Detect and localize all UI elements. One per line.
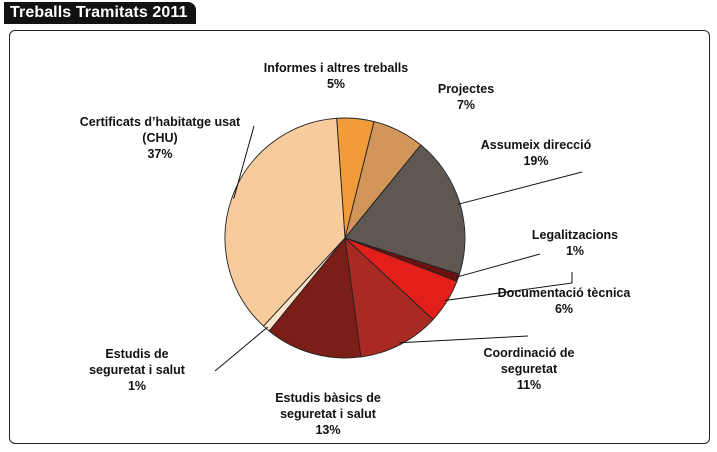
slice-percent-label: 11% [517,378,541,392]
leader-line [214,326,268,372]
leader-lines [214,125,583,372]
slice-name-label: seguretat i salut [89,363,186,377]
slice-name-label: Legalitzacions [532,228,618,242]
pie-slice [224,117,346,327]
leader-line [457,171,583,205]
slice-percent-label: 13% [315,423,340,437]
slice-name-label: Assumeix direcció [481,138,592,152]
slice-percent-label: 1% [128,379,146,393]
pie-slice [268,236,362,359]
slice-name-label: Certificats d’habitatge usat [80,115,241,129]
slice-name-label: Documentació tècnica [498,286,632,300]
slice-name-label: Estudis de [105,347,168,361]
slice-name-label: Informes i altres treballs [264,61,409,75]
leader-line [399,335,529,344]
leader-line [445,272,573,301]
slice-percent-label: 19% [523,154,548,168]
leader-line [456,253,541,278]
slice-name-label: Projectes [438,82,494,96]
leader-line [233,125,255,199]
slice-name-label: (CHU) [142,131,177,145]
slice-percent-label: 6% [555,302,573,316]
slice-name-label: seguretat i salut [280,407,377,421]
slice-name-label: Coordinació de [484,346,575,360]
slice-percent-label: 1% [566,244,584,258]
slice-percent-label: 7% [457,98,475,112]
slice-name-label: seguretat [501,362,558,376]
chart-title: Treballs Tramitats 2011 [4,2,196,24]
slice-percent-label: 37% [147,147,172,161]
chart-frame [9,30,710,444]
slice-percent-label: 5% [327,77,345,91]
slice-name-label: Estudis bàsics de [275,391,381,405]
pie-slice [344,236,434,358]
slice-labels: Informes i altres treballs 5% Projectes 7% A… [80,61,632,437]
pie-slices [224,117,466,359]
